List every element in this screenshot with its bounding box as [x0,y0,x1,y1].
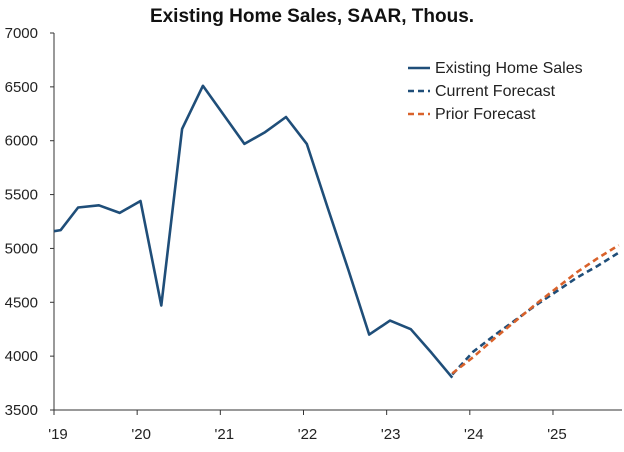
legend-label-0: Existing Home Sales [435,60,583,77]
x-tick-label: '21 [215,426,235,443]
y-tick-label: 5000 [5,240,38,257]
series-line-0 [53,84,454,379]
y-tick-label: 4500 [5,294,38,311]
x-tick-label: '19 [48,426,68,443]
x-tick-label: '22 [298,426,318,443]
series-line-2 [451,244,620,375]
legend-label-2: Prior Forecast [435,106,536,123]
x-tick-label: '20 [131,426,151,443]
x-tick-label: '24 [464,426,484,443]
y-tick-label: 5500 [5,187,38,204]
x-tick-label: '25 [547,426,567,443]
x-tick-label: '23 [381,426,401,443]
legend-label-1: Current Forecast [435,83,556,100]
series-line-1 [451,251,620,376]
y-tick-label: 6500 [5,79,38,96]
y-tick-label: 7000 [5,25,38,42]
y-tick-label: 3500 [5,402,38,419]
y-tick-label: 6000 [5,133,38,150]
y-tick-label: 4000 [5,348,38,365]
chart-title: Existing Home Sales, SAAR, Thous. [149,6,475,27]
